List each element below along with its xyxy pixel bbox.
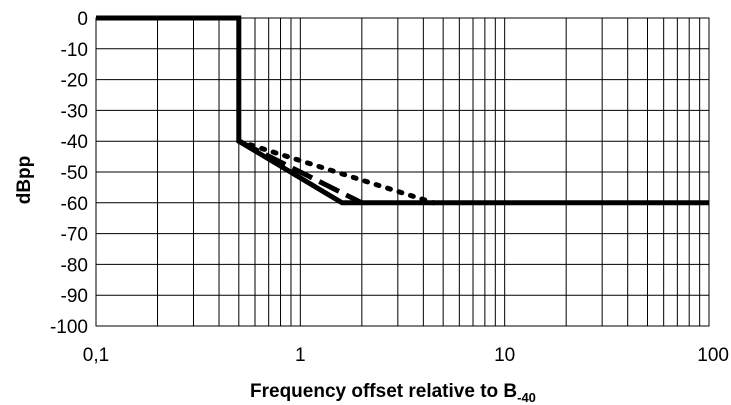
y-tick-label: -60 bbox=[61, 194, 88, 215]
x-axis-title: Frequency offset relative to B-40 bbox=[250, 381, 536, 405]
y-axis-title: dBpp bbox=[14, 156, 35, 205]
y-tick-label: -80 bbox=[61, 255, 88, 276]
y-tick-label: -30 bbox=[61, 101, 88, 122]
series-dotted-line bbox=[236, 138, 437, 206]
y-tick-label: -90 bbox=[61, 286, 88, 307]
x-tick-label: 1 bbox=[295, 345, 306, 366]
plot-frame bbox=[95, 17, 710, 327]
y-tick-label: -40 bbox=[61, 132, 88, 153]
y-tick-label: -50 bbox=[61, 163, 88, 184]
y-tick-label: -10 bbox=[61, 40, 88, 61]
y-tick-label: -100 bbox=[50, 317, 88, 338]
series-dashed-line bbox=[237, 138, 363, 206]
x-tick-label: 0,1 bbox=[83, 345, 109, 366]
x-tick-label: 100 bbox=[697, 345, 729, 366]
x-tick-label: 10 bbox=[494, 345, 515, 366]
series-solid-line bbox=[96, 15, 709, 206]
x-axis-title-main: Frequency offset relative to B bbox=[250, 381, 517, 402]
x-tick-labels: 0,1 1 10 100 bbox=[83, 345, 729, 366]
y-tick-labels: 0 -10 -20 -30 -40 -50 -60 -70 -80 -90 -100 bbox=[50, 9, 88, 338]
y-tick-label: -70 bbox=[61, 225, 88, 246]
series-group bbox=[96, 15, 709, 206]
y-tick-label: -20 bbox=[61, 71, 88, 92]
x-axis-title-subscript: -40 bbox=[517, 390, 536, 405]
y-tick-label: 0 bbox=[77, 9, 88, 30]
grid bbox=[95, 17, 710, 327]
